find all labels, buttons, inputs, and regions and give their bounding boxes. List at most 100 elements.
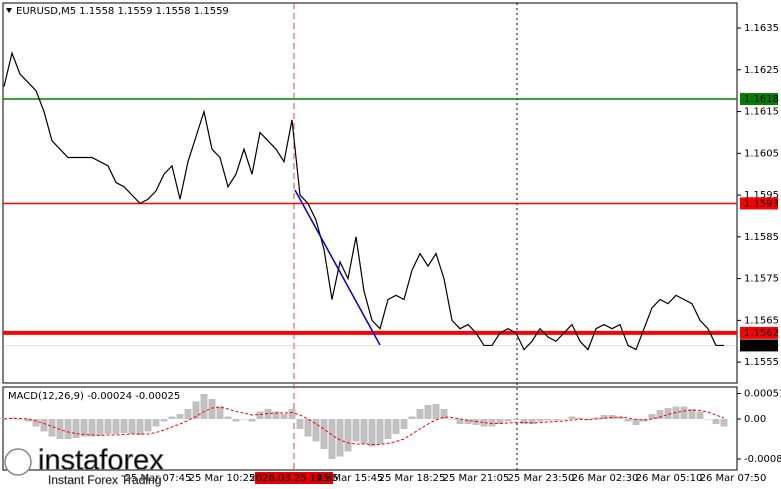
price-pane: [2, 2, 738, 384]
watermark-tagline: Instant Forex Trading: [48, 473, 161, 487]
trend-line: [294, 189, 381, 346]
macd-bar: [688, 409, 696, 419]
macd-bar: [704, 419, 712, 420]
macd-bar: [88, 419, 96, 437]
macd-bar: [712, 419, 720, 424]
macd-bar: [360, 419, 368, 444]
x-tick-label: 26 Mar 05:10: [636, 473, 703, 484]
macd-bar: [152, 419, 160, 427]
macd-bar: [624, 419, 632, 422]
macd-bar: [240, 419, 248, 420]
macd-bar: [216, 406, 224, 419]
macd-bar: [400, 419, 408, 429]
watermark-brand: instaforex: [38, 445, 164, 477]
macd-bar: [208, 399, 216, 419]
macd-bar: [504, 419, 512, 422]
macd-bar: [640, 419, 648, 422]
y-tick-label: -0.0008: [744, 454, 781, 465]
macd-bar: [48, 419, 56, 437]
x-tick-label: 25 Mar 18:25: [379, 473, 446, 484]
macd-bar: [432, 404, 440, 419]
macd-bar: [288, 409, 296, 419]
macd-bar: [632, 419, 640, 425]
macd-bar: [344, 419, 352, 452]
level-label: 1.1562: [744, 328, 779, 339]
macd-bar: [408, 416, 416, 419]
level-label-bg: [740, 197, 778, 210]
chart-title: EURUSD,M5 1.1558 1.1559 1.1558 1.1559: [16, 6, 229, 17]
macd-bar: [520, 419, 528, 424]
macd-bar: [592, 417, 600, 419]
macd-bar: [304, 419, 312, 437]
macd-bar: [488, 419, 496, 427]
macd-bar: [176, 414, 184, 419]
macd-bar: [320, 419, 328, 449]
macd-bar: [536, 419, 544, 422]
macd-bar: [560, 419, 568, 420]
macd-bar: [168, 416, 176, 419]
macd-bar: [544, 419, 552, 421]
macd-bar: [232, 419, 240, 422]
macd-bar: [280, 414, 288, 419]
y-tick-label: 0.00: [744, 414, 766, 425]
macd-bar: [480, 419, 488, 427]
macd-bar: [648, 414, 656, 419]
current-price-bg: [740, 339, 778, 352]
level-label-bg: [740, 326, 778, 339]
y-tick-label: 1.1615: [744, 107, 779, 118]
macd-bar: [64, 419, 72, 439]
macd-bar: [104, 419, 112, 434]
macd-bar: [328, 419, 336, 459]
macd-bar: [192, 401, 200, 419]
macd-bar: [456, 419, 464, 424]
macd-bar: [96, 419, 104, 436]
y-tick-label: 1.1635: [744, 23, 779, 34]
macd-bar: [440, 409, 448, 419]
macd-bar: [352, 419, 360, 442]
y-tick-label: 1.1585: [744, 232, 779, 243]
macd-bar: [600, 415, 608, 419]
macd-bar: [552, 419, 560, 421]
macd-bar: [80, 419, 88, 437]
price-line: [3, 51, 724, 351]
y-tick-label: 1.1575: [744, 274, 779, 285]
plot-layer: 1.1635 1.1625 1.1615 1.1605 1.1595 1.1585 1.15…: [0, 23, 781, 484]
y-tick-label: 1.1605: [744, 148, 779, 159]
macd-bar: [112, 419, 120, 434]
macd-bar: [200, 394, 208, 419]
macd-bar: [248, 419, 256, 422]
macd-bar: [584, 419, 592, 421]
macd-bar: [8, 417, 16, 419]
y-tick-label: 1.1565: [744, 315, 779, 326]
macd-bar: [496, 419, 504, 424]
y-tick-label: 1.1555: [744, 357, 779, 368]
x-tick-label: 25 Mar 07:45: [125, 473, 192, 484]
y-tick-label: 0.00051: [744, 389, 781, 400]
macd-bar: [160, 419, 168, 422]
macd-bar: [312, 419, 320, 442]
macd-bar: [392, 419, 400, 434]
macd-bar: [24, 419, 32, 422]
macd-bar: [184, 409, 192, 419]
macd-bar: [568, 416, 576, 419]
macd-bar: [528, 419, 536, 424]
macd-bar: [576, 417, 584, 419]
macd-bar: [448, 419, 456, 420]
macd-bar: [40, 419, 48, 432]
level-label-bg: [740, 93, 778, 106]
x-tick-label: 25 Mar 21:05: [443, 473, 510, 484]
macd-bar: [72, 419, 80, 438]
x-tick-label: 26 Mar 02:30: [572, 473, 639, 484]
macd-pane: [2, 386, 738, 471]
macd-bar: [120, 419, 128, 433]
macd-bar: [616, 416, 624, 419]
y-tick-label: 1.1625: [744, 65, 779, 76]
signal-line: [3, 406, 725, 445]
macd-bar: [128, 419, 136, 434]
macd-bar: [16, 419, 24, 420]
macd-bar: [336, 419, 344, 457]
current-price-label: 1.1559: [744, 340, 779, 351]
watermark-logo: [4, 448, 32, 476]
macd-bar: [32, 419, 40, 427]
